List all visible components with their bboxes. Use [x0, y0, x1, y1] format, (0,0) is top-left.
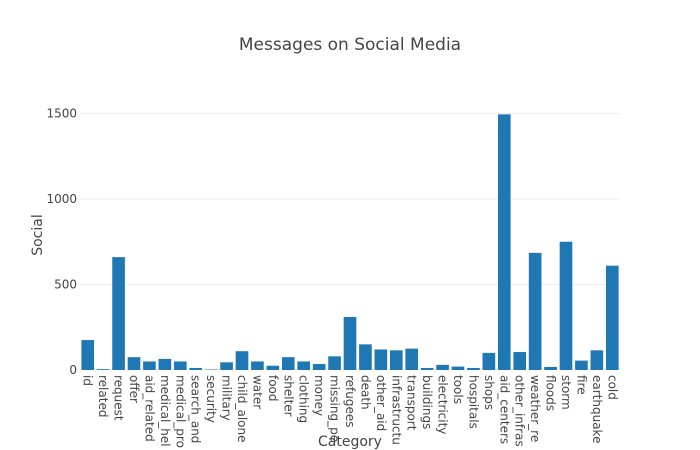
- x-tick-label: death: [358, 375, 372, 410]
- bar-related: [96, 369, 110, 370]
- x-tick-label: floods: [544, 375, 558, 411]
- x-tick-label: money: [312, 375, 326, 416]
- bar-storm: [559, 241, 573, 370]
- bar-cold: [605, 265, 619, 370]
- x-tick-label: tools: [451, 375, 465, 404]
- bar-medical_products: [173, 361, 187, 370]
- bar-buildings: [420, 367, 434, 370]
- y-tick-label: 1000: [46, 192, 77, 206]
- x-tick-label: infrastructu: [389, 375, 403, 445]
- x-tick-label: medical_pro: [173, 375, 187, 448]
- y-tick-label: 500: [54, 278, 77, 292]
- bar-death: [359, 344, 372, 370]
- bar-floods: [544, 366, 557, 370]
- x-tick-label: electricity: [436, 375, 450, 434]
- bar-medical_help: [158, 358, 172, 370]
- bar-other_infrastructure: [513, 352, 527, 370]
- bar-refugees: [343, 316, 357, 370]
- bar-child_alone: [235, 351, 249, 370]
- x-tick-label: weather_re: [528, 375, 542, 442]
- y-axis-ticks: 0 500 1000 1500: [46, 107, 77, 378]
- chart-title: Messages on Social Media: [239, 35, 461, 55]
- x-tick-label: security: [204, 375, 218, 423]
- y-axis-title: Social: [30, 214, 46, 256]
- x-tick-label: shelter: [281, 375, 295, 417]
- bar-request: [112, 257, 125, 370]
- bar-earthquake: [590, 350, 604, 370]
- y-tick-label: 1500: [46, 107, 77, 121]
- bars: [81, 114, 619, 370]
- x-tick-label: other_aid: [374, 375, 388, 431]
- x-tick-label: request: [112, 375, 126, 421]
- x-tick-label: cold: [605, 375, 619, 400]
- bar-aid_centers: [497, 114, 511, 370]
- bar-other_aid: [374, 349, 388, 370]
- bar-weather_related: [528, 252, 542, 370]
- x-tick-label: id: [81, 375, 95, 386]
- x-axis-title: Category: [318, 434, 382, 450]
- bar-hospitals: [467, 367, 480, 370]
- x-tick-label: transport: [405, 375, 419, 431]
- x-tick-label: search_and: [189, 375, 203, 443]
- bar-shops: [482, 352, 496, 370]
- bar-electricity: [436, 364, 449, 370]
- x-tick-label: clothing: [297, 375, 311, 423]
- x-axis-ticks: id related request offer aid_related medical_…: [81, 375, 620, 448]
- x-tick-label: related: [96, 375, 110, 417]
- x-tick-label: food: [266, 375, 280, 402]
- bar-security: [204, 369, 218, 370]
- x-tick-label: fire: [574, 375, 588, 395]
- x-tick-label: hospitals: [466, 375, 480, 429]
- bar-shelter: [281, 357, 295, 370]
- bar-infrastructure_related: [389, 350, 403, 370]
- x-tick-label: refugees: [343, 375, 357, 428]
- x-tick-label: aid_centers: [497, 375, 511, 444]
- x-tick-label: military: [220, 375, 234, 421]
- bar-tools: [451, 366, 465, 370]
- bar-search_and_rescue: [189, 367, 203, 370]
- bar-transport: [405, 348, 419, 370]
- bar-id: [81, 340, 95, 370]
- x-tick-label: buildings: [420, 375, 434, 429]
- x-tick-label: medical_hel: [158, 375, 172, 447]
- x-tick-label: water: [250, 375, 264, 409]
- x-tick-label: storm: [559, 375, 573, 410]
- bar-offer: [127, 357, 141, 370]
- bar-military: [220, 362, 233, 370]
- bar-clothing: [297, 361, 311, 370]
- bar-aid_related: [143, 361, 156, 370]
- x-tick-label: earthquake: [590, 375, 604, 443]
- x-tick-label: child_alone: [235, 375, 249, 443]
- x-tick-label: aid_related: [142, 375, 156, 442]
- x-tick-label: other_infras: [513, 375, 527, 447]
- x-tick-label: missing_pe: [328, 375, 342, 442]
- bar-money: [312, 364, 326, 370]
- x-tick-label: offer: [127, 375, 141, 403]
- bar-fire: [575, 360, 588, 370]
- bar-missing_people: [328, 356, 341, 370]
- x-tick-label: shops: [482, 375, 496, 410]
- bar-food: [266, 365, 280, 370]
- bar-water: [251, 361, 264, 370]
- y-tick-label: 0: [69, 363, 77, 377]
